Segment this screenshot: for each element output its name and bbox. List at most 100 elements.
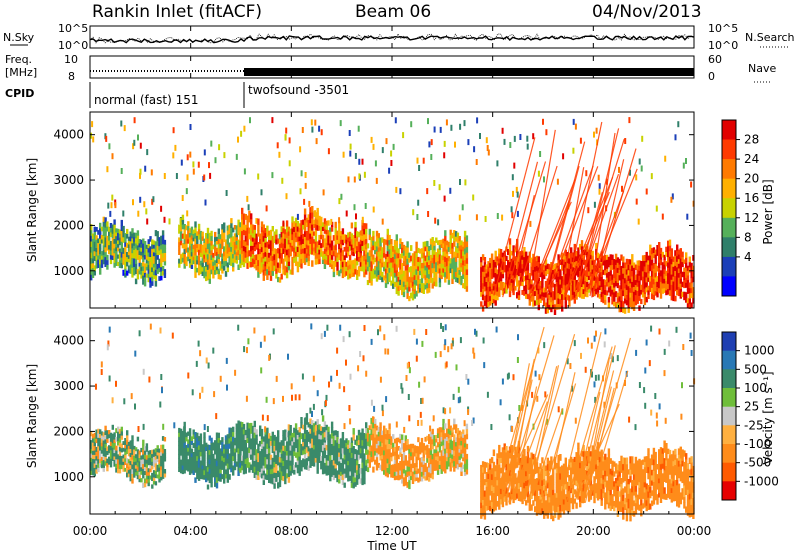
power-echo-cell (248, 233, 251, 240)
power-echo-cell (106, 226, 109, 232)
power-echo-cell (334, 255, 337, 262)
power-echo-cell (300, 239, 303, 245)
power-echo-cell (203, 254, 206, 259)
vel-echo-cell (233, 466, 237, 471)
vel-echo-cell (456, 438, 460, 444)
power-echo-cell (185, 234, 188, 240)
power-echo-cell (586, 261, 589, 267)
power-speckle (111, 153, 114, 160)
power-echo-cell (543, 296, 546, 302)
power-echo-cell (548, 294, 551, 300)
power-echo-cell (158, 250, 161, 255)
vel-echo-cell (188, 465, 192, 471)
power-echo-cell (681, 291, 684, 298)
power-echo-cell (658, 267, 661, 273)
vel-echo-cell (388, 438, 391, 444)
power-echo-cell (350, 222, 354, 229)
vel-echo-cell (460, 471, 463, 476)
vel-echo-cell (483, 507, 487, 514)
power-echo-cell (445, 274, 449, 279)
vel-echo-cell (447, 447, 451, 453)
power-echo-cell (212, 252, 215, 258)
power-echo-cell (149, 266, 152, 273)
power-heatmap (90, 117, 695, 315)
vel-echo-cell (113, 442, 116, 447)
power-echo-cell (537, 299, 540, 305)
vel-echo-cell (447, 461, 451, 467)
power-echo-cell (517, 256, 521, 262)
power-echo-cell (415, 290, 418, 297)
power-echo-cell (375, 251, 379, 257)
vel-echo-cell (201, 461, 204, 466)
vel-echo-cell (377, 431, 380, 437)
vel-echo-cell (361, 439, 364, 446)
vel-echo-cell (120, 443, 123, 449)
power-echo-cell (97, 242, 100, 248)
vel-echo-cell (241, 431, 244, 437)
power-echo-cell (431, 242, 434, 248)
vel-echo-cell (255, 464, 258, 470)
power-echo-cell (386, 245, 389, 252)
vel-echo-cell (357, 464, 361, 470)
vel-echo-cell (131, 459, 134, 465)
power-echo-cell (525, 293, 528, 299)
vel-echo-cell (206, 457, 210, 463)
power-echo-cell (426, 277, 429, 284)
power-echo-cell (312, 231, 316, 236)
power-echo-cell (417, 261, 420, 267)
power-echo-cell (658, 277, 661, 284)
vel-echo-cell (97, 454, 100, 460)
power-echo-cell (526, 293, 530, 300)
power-echo-cell (190, 243, 194, 248)
power-echo-cell (348, 259, 352, 265)
power-echo-cell (136, 269, 140, 275)
vel-echo-cell (289, 450, 292, 456)
power-echo-cell (541, 296, 544, 301)
vel-echo-cell (480, 475, 483, 482)
vel-echo-cell (280, 453, 283, 459)
power-echo-cell (291, 239, 294, 246)
power-echo-cell (336, 261, 339, 267)
power-echo-cell (134, 258, 138, 264)
power-echo-cell (579, 291, 582, 298)
vel-echo-cell (268, 472, 271, 479)
power-echo-cell (372, 230, 375, 237)
power-echo-cell (609, 270, 612, 276)
power-echo-cell (622, 278, 625, 285)
vel-echo-cell (300, 443, 303, 450)
vel-echo-cell (401, 478, 404, 484)
vel-echo-cell (230, 454, 233, 460)
vel-echo-cell (183, 462, 186, 469)
power-echo-cell (440, 259, 443, 264)
vel-echo-cell (438, 435, 442, 441)
power-echo-cell (654, 276, 657, 282)
vel-echo-cell (463, 459, 467, 464)
vel-echo-cell (357, 468, 361, 475)
power-echo-cell (685, 267, 688, 273)
power-speckle (418, 165, 421, 171)
vel-echo-cell (449, 430, 452, 436)
vel-echo-cell (129, 456, 132, 462)
power-echo-cell (629, 297, 632, 303)
power-echo-cell (413, 279, 416, 285)
power-echo-cell (275, 273, 278, 279)
power-speckle (92, 136, 95, 143)
vel-echo-cell (429, 440, 433, 446)
power-echo-cell (142, 261, 145, 267)
vel-echo-cell (242, 453, 246, 460)
power-echo-cell (481, 277, 485, 284)
vel-echo-cell (293, 437, 296, 443)
power-echo-cell (568, 263, 571, 270)
power-echo-cell (224, 260, 228, 267)
power-echo-cell (260, 231, 264, 238)
vel-echo-cell (266, 443, 269, 449)
power-echo-cell (440, 239, 443, 245)
vel-echo-cell (447, 419, 451, 425)
power-echo-cell (102, 226, 105, 232)
power-echo-cell (205, 271, 208, 277)
power-echo-cell (449, 258, 452, 264)
power-echo-cell (363, 244, 366, 251)
vel-echo-cell (483, 502, 487, 509)
vel-echo-cell (435, 463, 438, 468)
power-echo-cell (154, 274, 158, 281)
